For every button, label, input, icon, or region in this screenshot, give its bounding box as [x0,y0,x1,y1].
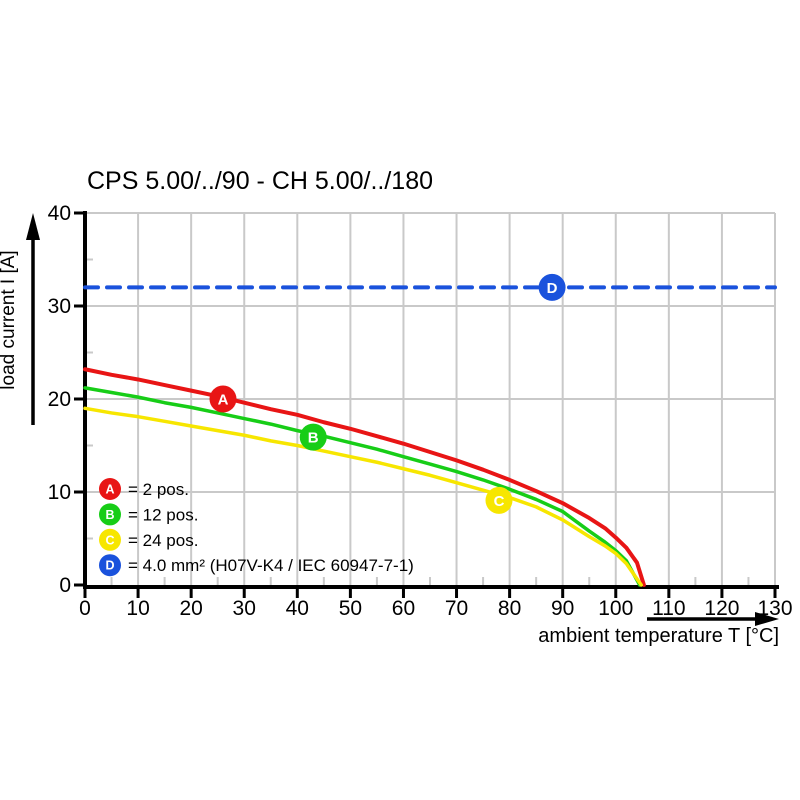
x-tick-label: 80 [498,597,521,620]
legend-item-A: A = 2 pos. [99,478,189,500]
marker-letter-C: C [494,493,505,510]
legend-item-C: C = 24 pos. [99,528,198,551]
y-tick-label: 30 [48,295,71,318]
legend-item-D: D = 4.0 mm² (H07V-K4 / IEC 60947-7-1) [99,554,414,577]
x-tick-label: 120 [704,597,739,620]
x-tick-label: 40 [286,597,309,620]
y-tick-label: 0 [59,574,71,597]
x-tick-label: 100 [598,597,633,620]
legend-swatch-B [99,503,121,526]
y-axis-label: load current I [A] [0,250,19,389]
legend-swatch-C [99,528,121,551]
marker-D [538,273,566,301]
marker-letter-B: B [308,430,319,447]
marker-A [209,385,237,413]
legend-label-B: = 12 pos. [128,505,198,524]
legend-letter-A: A [105,483,114,497]
x-tick-label: 90 [551,597,574,620]
x-tick-label: 30 [233,597,256,620]
x-tick-label: 20 [179,597,202,620]
x-tick-label: 60 [392,597,415,620]
chart-title: CPS 5.00/../90 - CH 5.00/../180 [87,167,433,195]
x-axis-label: ambient temperature T [°C] [538,625,779,647]
y-tick-label: 20 [48,388,71,411]
legend-letter-C: C [105,533,114,547]
legend-label-C: = 24 pos. [128,531,198,550]
legend-swatch-A [99,478,121,500]
legend-letter-D: D [105,559,114,573]
marker-C [485,486,513,514]
legend-label-D: = 4.0 mm² (H07V-K4 / IEC 60947-7-1) [128,556,414,575]
x-tick-label: 110 [652,597,685,620]
curve-A [83,367,646,587]
x-tick-label: 0 [79,597,91,620]
legend-swatch-D [99,554,121,577]
legend-label-A: = 2 pos. [128,480,189,499]
marker-letter-A: A [218,392,229,409]
x-tick-label: 130 [757,597,792,620]
curve-C [83,406,643,587]
legend-letter-B: B [105,508,114,522]
x-tick-label: 70 [445,597,468,620]
y-axis-arrow [26,213,40,425]
x-tick-label: 10 [126,597,149,620]
marker-letter-D: D [547,280,558,297]
x-tick-label: 50 [339,597,362,620]
plot-area: 0 10 20 30 40 50 60 70 80 90 100 110 120 130 0 10 20 30 40… [48,202,793,620]
x-axis-arrow [647,612,779,626]
legend-item-B: B = 12 pos. [99,503,198,526]
y-tick-label: 10 [48,481,71,504]
curve-B [83,386,642,587]
y-tick-label: 40 [48,202,71,225]
marker-B [299,423,327,451]
